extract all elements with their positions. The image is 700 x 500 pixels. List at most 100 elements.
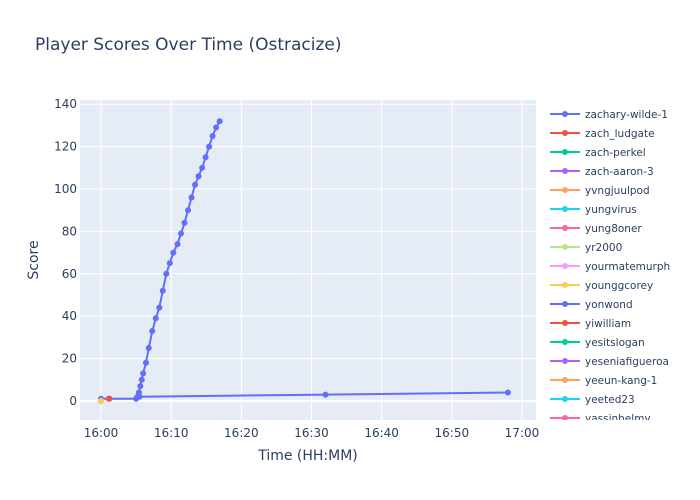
y-tick-label: 120 [54,140,77,154]
legend-label: zach_ludgate [585,128,655,140]
legend-swatch-marker [562,168,568,174]
legend-item[interactable]: yr2000 [550,242,622,254]
legend-label: yeseniafigueroa [585,356,669,368]
legend-swatch-marker [562,130,568,136]
series-younggcorey [98,397,105,404]
series-zachary-wilde-1 [98,118,223,402]
x-tick-label: 16:40 [364,426,399,440]
legend-item[interactable]: yonwond [550,299,633,311]
data-point [98,397,105,404]
data-point [202,154,209,161]
legend-item[interactable]: yeeun-kang-1 [550,375,657,387]
data-point [145,344,152,351]
data-point [213,124,220,131]
grid [80,100,536,420]
legend-swatch-marker [562,415,568,420]
x-tick-label: 16:10 [154,426,189,440]
data-point [136,393,143,400]
legend-label: yung8oner [585,223,642,235]
legend-item[interactable]: zach_ludgate [550,128,655,140]
legend-swatch-marker [562,263,568,269]
legend-item[interactable]: zachary-wilde-1 [550,109,668,121]
legend-label: yesitslogan [585,337,645,349]
y-tick-label: 80 [62,224,77,238]
plot-background [80,100,536,420]
legend-item[interactable]: yeeted23 [550,394,635,406]
legend-item[interactable]: zach-perkel [550,147,646,159]
legend-label: yvngjuulpod [585,185,650,197]
x-axis-title: Time (HH:MM) [257,448,358,464]
data-point [152,315,159,322]
data-point [178,230,185,237]
y-tick-label: 60 [62,267,77,281]
legend-item[interactable]: yung8oner [550,223,642,235]
legend-item[interactable]: yiwilliam [550,318,631,330]
y-axis-ticks: 0 20 40 60 80 100 120 140 [54,97,77,408]
legend-item[interactable]: younggcorey [550,280,653,292]
legend-label: yungvirus [585,204,637,216]
legend-item[interactable]: yourmatemurph [550,261,670,273]
data-point [504,389,511,396]
legend-label: yassinhelmy [585,413,651,425]
data-point [206,143,213,150]
data-point [181,219,188,226]
legend-item[interactable]: zach-aaron-3 [550,166,654,178]
legend-label: yeeted23 [585,394,635,406]
data-point [322,391,329,398]
legend-swatch-marker [562,149,568,155]
data-point [192,181,199,188]
x-tick-label: 16:00 [84,426,119,440]
data-point [188,194,195,201]
legend-item[interactable]: yvngjuulpod [550,185,650,197]
x-axis-ticks: 16:00 16:10 16:20 16:30 16:40 16:50 17:00 [84,426,540,440]
legend-swatch-marker [562,339,568,345]
legend-swatch-marker [562,244,568,250]
legend-swatch-marker [562,377,568,383]
legend-item[interactable]: yungvirus [550,204,637,216]
legend-item[interactable]: yassinhelmy [550,413,651,425]
data-point [156,304,163,311]
x-tick-label: 16:30 [294,426,329,440]
data-point [174,241,181,248]
data-point [163,270,170,277]
data-point [149,327,156,334]
y-tick-label: 0 [69,394,77,408]
data-point [142,359,149,366]
data-point [140,370,147,377]
legend-swatch-marker [562,282,568,288]
legend-label: zachary-wilde-1 [585,109,668,121]
data-point [166,260,173,267]
legend-swatch-marker [562,301,568,307]
series-zachary-wilde-1-1 [136,389,511,400]
y-tick-label: 100 [54,182,77,196]
x-tick-label: 16:50 [435,426,470,440]
data-point [105,395,112,402]
legend-label: yeeun-kang-1 [585,375,657,387]
legend-label: yr2000 [585,242,622,254]
data-point [209,133,216,140]
legend-swatch-marker [562,187,568,193]
legend[interactable]: zachary-wilde-1 zach_ludgate zach-perkel za… [550,109,670,425]
legend-label: yonwond [585,299,633,311]
legend-swatch-marker [562,206,568,212]
legend-label: zach-perkel [585,147,646,159]
data-point [159,287,166,294]
y-axis-title: Score [26,240,42,279]
legend-item[interactable]: yeseniafigueroa [550,356,669,368]
legend-swatch-marker [562,358,568,364]
data-point [170,249,177,256]
legend-label: younggcorey [585,280,653,292]
legend-item[interactable]: yesitslogan [550,337,645,349]
legend-label: yourmatemurph [585,261,670,273]
series-layer [98,118,511,404]
legend-swatch-marker [562,396,568,402]
y-tick-label: 140 [54,97,77,111]
legend-label: zach-aaron-3 [585,166,654,178]
data-point [216,118,223,125]
x-tick-label: 17:00 [505,426,540,440]
series-zach_ludgate [105,395,112,402]
legend-swatch-marker [562,320,568,326]
data-point [185,207,192,214]
legend-swatch-marker [562,225,568,231]
